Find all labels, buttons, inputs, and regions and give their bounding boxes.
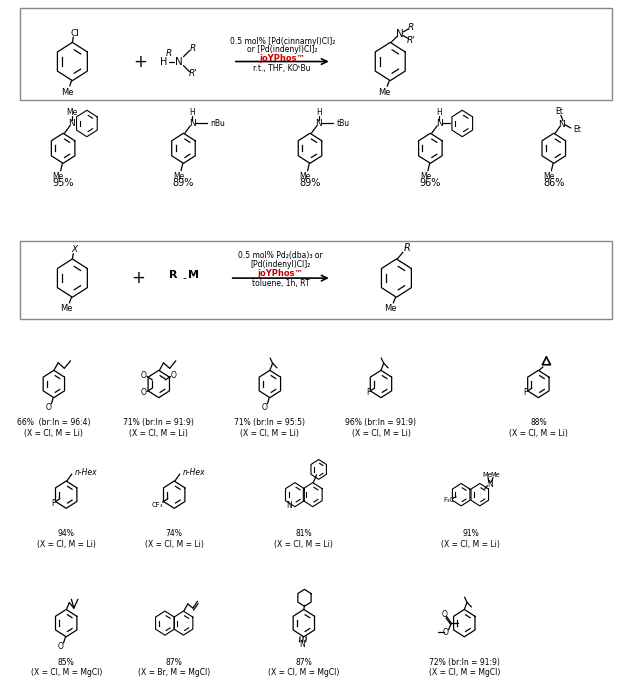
Text: M: M [188,270,200,280]
Text: tBu: tBu [337,119,350,128]
Text: (X = Cl, M = Li): (X = Cl, M = Li) [275,540,334,549]
Text: H: H [436,108,442,117]
Text: (X = Cl, M = Li): (X = Cl, M = Li) [24,429,83,438]
Text: R: R [190,44,196,53]
Text: Me: Me [173,172,184,180]
Text: R': R' [407,36,415,45]
Text: n-Hex: n-Hex [183,468,206,477]
Text: N: N [286,501,292,510]
Text: CF₃: CF₃ [151,501,162,508]
Text: Et: Et [555,108,563,117]
Text: 71% (br:ln = 95:5): 71% (br:ln = 95:5) [234,418,306,427]
Text: (X = Cl, M = Li): (X = Cl, M = Li) [145,540,203,549]
Text: F: F [523,388,528,397]
Text: Me: Me [60,304,73,314]
Text: Cl: Cl [70,29,79,38]
Text: Me: Me [420,172,432,180]
Text: 87%: 87% [296,658,312,667]
Text: Me: Me [66,108,78,117]
Text: N: N [69,119,75,128]
Text: 74%: 74% [166,529,183,538]
Text: O: O [171,370,177,379]
Text: (X = Cl, M = Li): (X = Cl, M = Li) [130,429,188,438]
Text: Me: Me [490,472,500,478]
Text: N: N [558,120,565,129]
Text: 89%: 89% [299,178,321,188]
Text: N: N [436,119,443,128]
Text: O: O [441,610,448,619]
Text: N: N [396,29,404,39]
Text: 0.5 mol% [Pd(cinnamyl)Cl]₂: 0.5 mol% [Pd(cinnamyl)Cl]₂ [229,36,335,45]
Text: Me: Me [482,472,492,478]
Text: 86%: 86% [543,178,564,188]
Text: (X = Cl, M = Li): (X = Cl, M = Li) [241,429,299,438]
Text: Me: Me [53,172,64,180]
Text: 81%: 81% [296,529,312,538]
Text: joYPhos™: joYPhos™ [259,54,305,63]
Text: N: N [175,56,182,67]
Text: 94%: 94% [58,529,74,538]
Text: N: N [189,119,196,128]
Text: 96%: 96% [420,178,441,188]
Text: (X = Cl, M = MgCl): (X = Cl, M = MgCl) [428,668,500,678]
Text: nBu: nBu [210,119,225,128]
Text: 0.5 mol% Pd₂(dba)₃ or: 0.5 mol% Pd₂(dba)₃ or [238,251,323,260]
Text: (X = Cl, M = Li): (X = Cl, M = Li) [37,540,95,549]
Text: R': R' [188,69,197,78]
Text: F₃C: F₃C [444,497,454,504]
Text: O: O [141,370,147,379]
Text: N: N [299,641,305,650]
Text: R: R [169,270,177,280]
Text: F: F [366,388,370,397]
Text: O: O [262,403,267,412]
Text: Me: Me [299,172,311,180]
Text: Me: Me [61,88,73,97]
Text: joYPhos™: joYPhos™ [257,270,303,279]
Text: O: O [443,628,449,637]
Text: toluene, 1h, RT: toluene, 1h, RT [252,279,309,288]
Text: (X = Cl, M = Li): (X = Cl, M = Li) [441,540,500,549]
Text: 87%: 87% [166,658,182,667]
Text: n-Hex: n-Hex [75,468,98,477]
Text: H: H [160,56,167,67]
FancyBboxPatch shape [20,241,613,319]
Text: r.t., THF, KOᵗBu: r.t., THF, KOᵗBu [254,64,311,73]
Text: O: O [45,403,51,412]
Text: 96% (br:ln = 91:9): 96% (br:ln = 91:9) [345,418,417,427]
Text: 72% (br:ln = 91:9): 72% (br:ln = 91:9) [429,658,500,667]
Text: Me: Me [384,304,397,314]
Text: (X = Cl, M = Li): (X = Cl, M = Li) [509,429,568,438]
Text: N: N [316,119,322,128]
Text: R: R [404,243,410,253]
Text: O: O [141,388,147,397]
Text: (X = Cl, M = MgCl): (X = Cl, M = MgCl) [30,668,102,678]
Text: 89%: 89% [173,178,194,188]
Text: or [Pd(indenyl)Cl]₂: or [Pd(indenyl)Cl]₂ [247,45,317,54]
Text: H: H [190,108,195,117]
Text: 95%: 95% [52,178,74,188]
Text: 71% (br:ln = 91:9): 71% (br:ln = 91:9) [123,418,194,427]
Text: Me: Me [378,88,391,97]
Text: +: + [133,53,147,71]
Text: 91%: 91% [462,529,479,538]
Text: R: R [166,49,172,58]
Text: Et: Et [574,125,582,134]
Text: O: O [57,642,63,651]
Text: X: X [71,245,78,254]
Text: -: - [182,273,186,283]
Text: 66%  (br:ln = 96:4): 66% (br:ln = 96:4) [17,418,91,427]
Text: 85%: 85% [58,658,74,667]
Text: (X = Br, M = MgCl): (X = Br, M = MgCl) [138,668,210,678]
Text: R: R [408,23,414,32]
Text: H: H [316,108,322,117]
Text: [Pd(indenyl)Cl]₂: [Pd(indenyl)Cl]₂ [250,260,311,269]
Text: F: F [51,499,55,508]
Text: (X = Cl, M = MgCl): (X = Cl, M = MgCl) [268,668,340,678]
Text: +: + [131,269,145,287]
Text: 88%: 88% [530,418,547,427]
FancyBboxPatch shape [20,8,613,100]
Text: (X = Cl, M = Li): (X = Cl, M = Li) [352,429,410,438]
Text: N: N [487,480,492,489]
Text: Me: Me [543,172,555,180]
